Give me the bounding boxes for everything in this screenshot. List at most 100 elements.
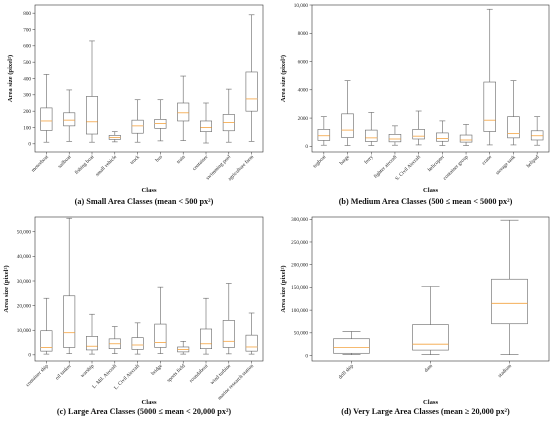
category-label: train bbox=[176, 154, 187, 165]
box-2 bbox=[63, 89, 76, 142]
category-label: roundabout bbox=[188, 363, 209, 384]
category-label: crane bbox=[481, 154, 494, 167]
y-tick-label: 50,000 bbox=[17, 230, 32, 236]
box-2 bbox=[412, 286, 449, 355]
iqr-box bbox=[245, 71, 258, 112]
iqr-box bbox=[412, 129, 425, 140]
panel-caption: (d) Very Large Area Classes (mean ≥ 20,0… bbox=[341, 407, 510, 416]
category-label: warship bbox=[80, 363, 96, 379]
category-label: barge bbox=[339, 154, 352, 167]
box-7 bbox=[177, 341, 190, 355]
iqr-box bbox=[154, 119, 167, 129]
box-6 bbox=[154, 286, 167, 354]
box-8 bbox=[200, 102, 213, 144]
iqr-box bbox=[40, 107, 53, 131]
y-tick-label: 200,000 bbox=[291, 262, 308, 268]
chart-panel-c: 0 10,000 20,000 30,000 40,000 50,000 Area size… bbox=[3, 216, 264, 416]
category-label: small vehicle bbox=[95, 154, 119, 178]
category-label: oil tanker bbox=[54, 363, 72, 381]
category-label: helicopter bbox=[427, 154, 446, 173]
plot-frame bbox=[311, 4, 550, 153]
box-1 bbox=[333, 331, 370, 355]
y-tick-label: 50,000 bbox=[294, 331, 309, 337]
box-5 bbox=[131, 322, 144, 355]
y-tick-label: 20,000 bbox=[17, 303, 32, 309]
category-label: container ship bbox=[25, 363, 50, 388]
box-1 bbox=[40, 74, 53, 143]
chart-panel-a: 0 100 200 300 400 500 600 700 800 Area size (pixe… bbox=[7, 4, 264, 206]
y-tick-label: 400 bbox=[23, 76, 31, 82]
y-axis-label: Area size (pixel²) bbox=[280, 55, 287, 102]
category-label: storage tank bbox=[495, 154, 517, 176]
box-3 bbox=[86, 313, 99, 355]
iqr-box bbox=[131, 119, 144, 134]
panel-caption: (a) Small Area Classes (mean < 500 px²) bbox=[75, 197, 214, 206]
iqr-box bbox=[459, 134, 473, 143]
box-9 bbox=[222, 283, 235, 355]
y-axis-label: Area size (pixel²) bbox=[7, 55, 14, 102]
iqr-box bbox=[507, 116, 520, 139]
iqr-box bbox=[317, 129, 331, 141]
iqr-box bbox=[483, 81, 496, 132]
y-tick-label: 8000 bbox=[298, 31, 309, 37]
box-1 bbox=[40, 297, 53, 355]
category-label: dam bbox=[423, 363, 434, 374]
box-9 bbox=[507, 80, 520, 146]
box-2 bbox=[341, 80, 354, 146]
box-7 bbox=[459, 124, 473, 146]
y-tick-label: 700 bbox=[23, 27, 31, 33]
box-10 bbox=[530, 116, 544, 146]
iqr-box bbox=[245, 334, 258, 352]
x-axis-label: Class bbox=[423, 399, 438, 406]
chart-panel-d: 0 50,000 100,000 150,000 200,000 250,000 300,0… bbox=[280, 216, 550, 416]
category-label: tugboat bbox=[312, 154, 328, 170]
iqr-box bbox=[177, 102, 190, 122]
box-1 bbox=[317, 116, 331, 146]
y-tick-label: 300 bbox=[23, 93, 31, 99]
y-tick-label: 300,000 bbox=[291, 217, 308, 223]
category-label: truck bbox=[129, 154, 141, 166]
y-tick-label: 600 bbox=[23, 44, 31, 50]
iqr-box bbox=[200, 328, 213, 349]
category-label: container bbox=[192, 154, 210, 172]
iqr-box bbox=[365, 129, 378, 142]
iqr-box bbox=[200, 120, 213, 132]
category-label: drill ship bbox=[338, 363, 356, 381]
iqr-box bbox=[341, 113, 354, 138]
category-label: sports field bbox=[165, 362, 187, 384]
iqr-box bbox=[40, 330, 53, 352]
category-label: container group bbox=[442, 154, 470, 182]
category-label: motorboat bbox=[30, 154, 50, 174]
box-4 bbox=[108, 131, 121, 143]
box-10 bbox=[245, 312, 258, 355]
box-8 bbox=[483, 8, 496, 146]
box-4 bbox=[388, 125, 402, 146]
category-label: bus bbox=[154, 154, 163, 163]
x-axis-label: Class bbox=[141, 187, 156, 194]
y-axis-label: Area size (pixel²) bbox=[280, 265, 287, 312]
category-label: sailboat bbox=[57, 154, 73, 170]
category-label: ferry bbox=[363, 153, 375, 165]
box-2 bbox=[63, 217, 76, 354]
y-tick-label: 10,000 bbox=[294, 3, 309, 9]
box-9 bbox=[222, 88, 235, 143]
iqr-box bbox=[63, 295, 76, 348]
y-tick-label: 800 bbox=[23, 11, 31, 17]
y-tick-label: 200 bbox=[23, 109, 31, 115]
y-tick-label: 0 bbox=[305, 353, 308, 359]
iqr-box bbox=[86, 96, 99, 135]
box-3 bbox=[491, 219, 528, 355]
category-label: fighter aircraft bbox=[372, 153, 399, 180]
iqr-box bbox=[412, 324, 449, 351]
box-6 bbox=[436, 120, 449, 146]
box-4 bbox=[108, 326, 121, 354]
y-tick-label: 4000 bbox=[298, 88, 309, 94]
iqr-box bbox=[388, 134, 402, 143]
box-10 bbox=[245, 14, 258, 142]
iqr-box bbox=[63, 112, 76, 127]
box-8 bbox=[200, 297, 213, 355]
category-label: wind turbine bbox=[209, 363, 232, 386]
y-tick-label: 100 bbox=[23, 125, 31, 131]
y-tick-label: 100,000 bbox=[291, 308, 308, 314]
